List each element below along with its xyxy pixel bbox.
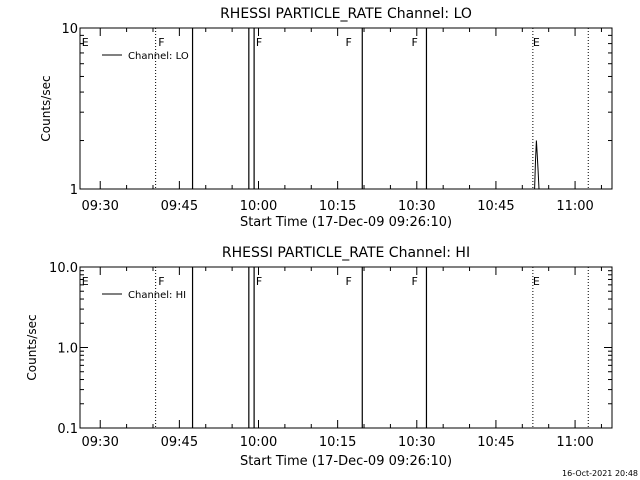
x-tick-label: 10:15 bbox=[319, 435, 356, 450]
event-flag-label: F bbox=[256, 275, 262, 288]
x-tick-label: 11:00 bbox=[556, 435, 593, 450]
x-tick-label: 10:15 bbox=[319, 199, 356, 214]
event-flag-label: F bbox=[158, 36, 164, 49]
x-tick-label: 11:00 bbox=[556, 199, 593, 214]
x-axis-label: Start Time (17-Dec-09 09:26:10) bbox=[240, 215, 452, 230]
event-flag-label: F bbox=[412, 36, 418, 49]
event-flag-label: E bbox=[533, 36, 540, 49]
event-flag-label: F bbox=[346, 36, 352, 49]
event-flag-label: F bbox=[158, 275, 164, 288]
chart-title: RHESSI PARTICLE_RATE Channel: LO bbox=[220, 6, 472, 22]
event-flag-label: E bbox=[82, 275, 89, 288]
y-tick-label: 10 bbox=[61, 22, 78, 37]
plot-frame bbox=[79, 27, 613, 190]
event-flag-label: F bbox=[346, 275, 352, 288]
legend-entry: Channel: LO bbox=[128, 51, 189, 62]
x-tick-label: 09:30 bbox=[81, 199, 118, 214]
event-flag-label: E bbox=[82, 36, 89, 49]
chart-title: RHESSI PARTICLE_RATE Channel: HI bbox=[222, 245, 470, 261]
x-tick-label: 10:00 bbox=[240, 435, 277, 450]
legend-entry: Channel: HI bbox=[128, 290, 186, 301]
x-tick-label: 10:30 bbox=[398, 435, 435, 450]
x-axis-label: Start Time (17-Dec-09 09:26:10) bbox=[240, 454, 452, 469]
plot-timestamp: 16-Oct-2021 20:48 bbox=[562, 469, 638, 478]
x-tick-label: 10:45 bbox=[477, 435, 514, 450]
x-tick-label: 09:45 bbox=[161, 199, 198, 214]
y-tick-label: 10.0 bbox=[49, 261, 78, 276]
y-axis-label: Counts/sec bbox=[25, 314, 39, 380]
y-tick-label: 0.1 bbox=[57, 422, 78, 437]
x-tick-label: 10:30 bbox=[398, 199, 435, 214]
x-tick-label: 10:45 bbox=[477, 199, 514, 214]
series-line bbox=[534, 140, 540, 190]
event-flag-label: E bbox=[533, 275, 540, 288]
y-tick-label: 1 bbox=[70, 183, 78, 198]
x-tick-label: 09:45 bbox=[161, 435, 198, 450]
x-tick-label: 10:00 bbox=[240, 199, 277, 214]
y-tick-label: 1.0 bbox=[57, 342, 78, 357]
x-tick-label: 09:30 bbox=[81, 435, 118, 450]
event-flag-label: F bbox=[256, 36, 262, 49]
event-flag-label: F bbox=[412, 275, 418, 288]
y-axis-label: Counts/sec bbox=[39, 75, 53, 141]
